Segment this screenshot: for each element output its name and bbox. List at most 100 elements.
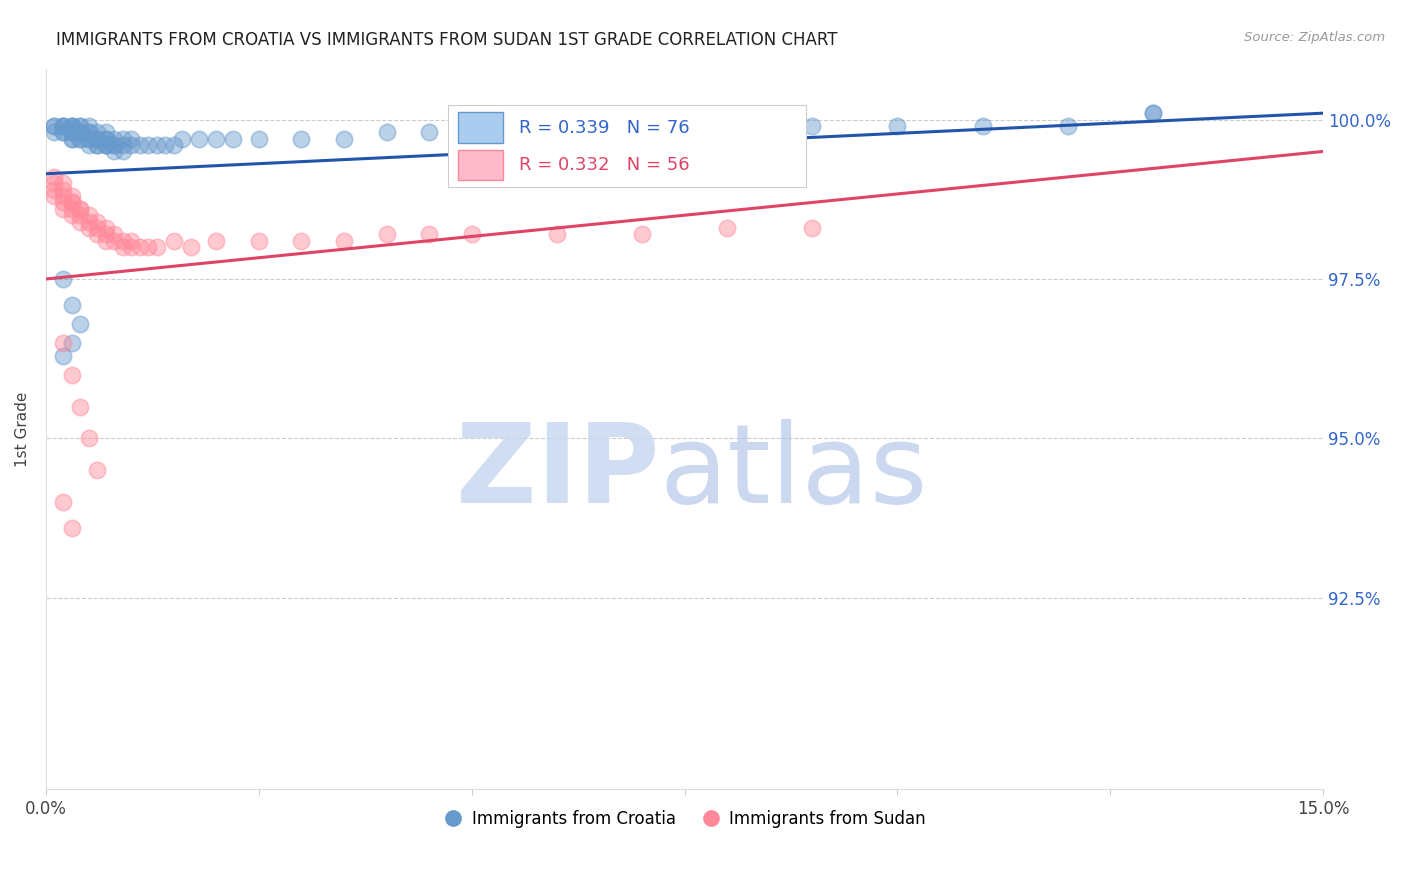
Point	[94, 234, 117, 248]
Point	[69, 208, 91, 222]
FancyBboxPatch shape	[458, 150, 503, 180]
Point	[60, 131, 83, 145]
Point	[801, 119, 824, 133]
Point	[52, 349, 75, 363]
Point	[52, 119, 75, 133]
Point	[52, 183, 75, 197]
Point	[69, 214, 91, 228]
Point	[128, 138, 150, 153]
Point	[86, 131, 108, 145]
Point	[60, 202, 83, 216]
Point	[290, 234, 312, 248]
Point	[52, 189, 75, 203]
Point	[77, 125, 100, 139]
Point	[290, 131, 312, 145]
Point	[44, 119, 66, 133]
Point	[120, 234, 142, 248]
Point	[111, 145, 134, 159]
Point	[418, 125, 440, 139]
Point	[86, 138, 108, 153]
Point	[77, 131, 100, 145]
Point	[94, 125, 117, 139]
Point	[120, 131, 142, 145]
Point	[111, 131, 134, 145]
Point	[52, 177, 75, 191]
Point	[188, 131, 211, 145]
Point	[60, 208, 83, 222]
Point	[69, 131, 91, 145]
Point	[111, 240, 134, 254]
Legend: Immigrants from Croatia, Immigrants from Sudan: Immigrants from Croatia, Immigrants from…	[437, 804, 932, 835]
Text: R = 0.332   N = 56: R = 0.332 N = 56	[519, 156, 689, 174]
Point	[247, 131, 270, 145]
Point	[44, 177, 66, 191]
Point	[120, 240, 142, 254]
Text: Source: ZipAtlas.com: Source: ZipAtlas.com	[1244, 31, 1385, 45]
Point	[136, 138, 159, 153]
Point	[333, 131, 356, 145]
Y-axis label: 1st Grade: 1st Grade	[15, 392, 30, 467]
Point	[145, 138, 167, 153]
FancyBboxPatch shape	[449, 104, 806, 187]
Point	[69, 125, 91, 139]
Point	[153, 138, 176, 153]
Point	[77, 208, 100, 222]
Point	[972, 119, 994, 133]
Point	[60, 521, 83, 535]
Point	[52, 195, 75, 210]
Point	[86, 221, 108, 235]
Point	[60, 368, 83, 382]
Point	[44, 169, 66, 184]
Point	[631, 227, 654, 242]
Point	[94, 131, 117, 145]
Point	[333, 234, 356, 248]
Point	[44, 125, 66, 139]
Point	[86, 131, 108, 145]
Point	[86, 138, 108, 153]
Point	[60, 195, 83, 210]
Point	[52, 202, 75, 216]
Point	[180, 240, 202, 254]
Point	[60, 189, 83, 203]
Point	[172, 131, 194, 145]
Point	[69, 202, 91, 216]
Point	[163, 138, 186, 153]
Point	[52, 125, 75, 139]
Point	[77, 432, 100, 446]
Point	[128, 240, 150, 254]
Point	[69, 400, 91, 414]
Point	[69, 119, 91, 133]
Point	[69, 202, 91, 216]
Point	[60, 195, 83, 210]
Point	[103, 145, 125, 159]
Text: atlas: atlas	[659, 418, 928, 525]
Point	[247, 234, 270, 248]
Point	[69, 119, 91, 133]
Point	[60, 335, 83, 350]
Point	[52, 495, 75, 509]
Point	[44, 189, 66, 203]
Point	[801, 221, 824, 235]
Point	[77, 138, 100, 153]
Point	[86, 214, 108, 228]
Point	[60, 119, 83, 133]
Point	[77, 131, 100, 145]
Point	[136, 240, 159, 254]
Point	[44, 183, 66, 197]
Point	[103, 131, 125, 145]
Point	[103, 138, 125, 153]
Point	[222, 131, 245, 145]
Point	[60, 125, 83, 139]
Point	[77, 221, 100, 235]
Point	[52, 119, 75, 133]
Point	[94, 131, 117, 145]
Point	[60, 119, 83, 133]
Point	[460, 125, 482, 139]
Point	[1056, 119, 1078, 133]
Point	[86, 463, 108, 477]
Point	[94, 138, 117, 153]
Point	[103, 227, 125, 242]
Point	[631, 125, 654, 139]
Point	[375, 125, 398, 139]
Point	[69, 131, 91, 145]
